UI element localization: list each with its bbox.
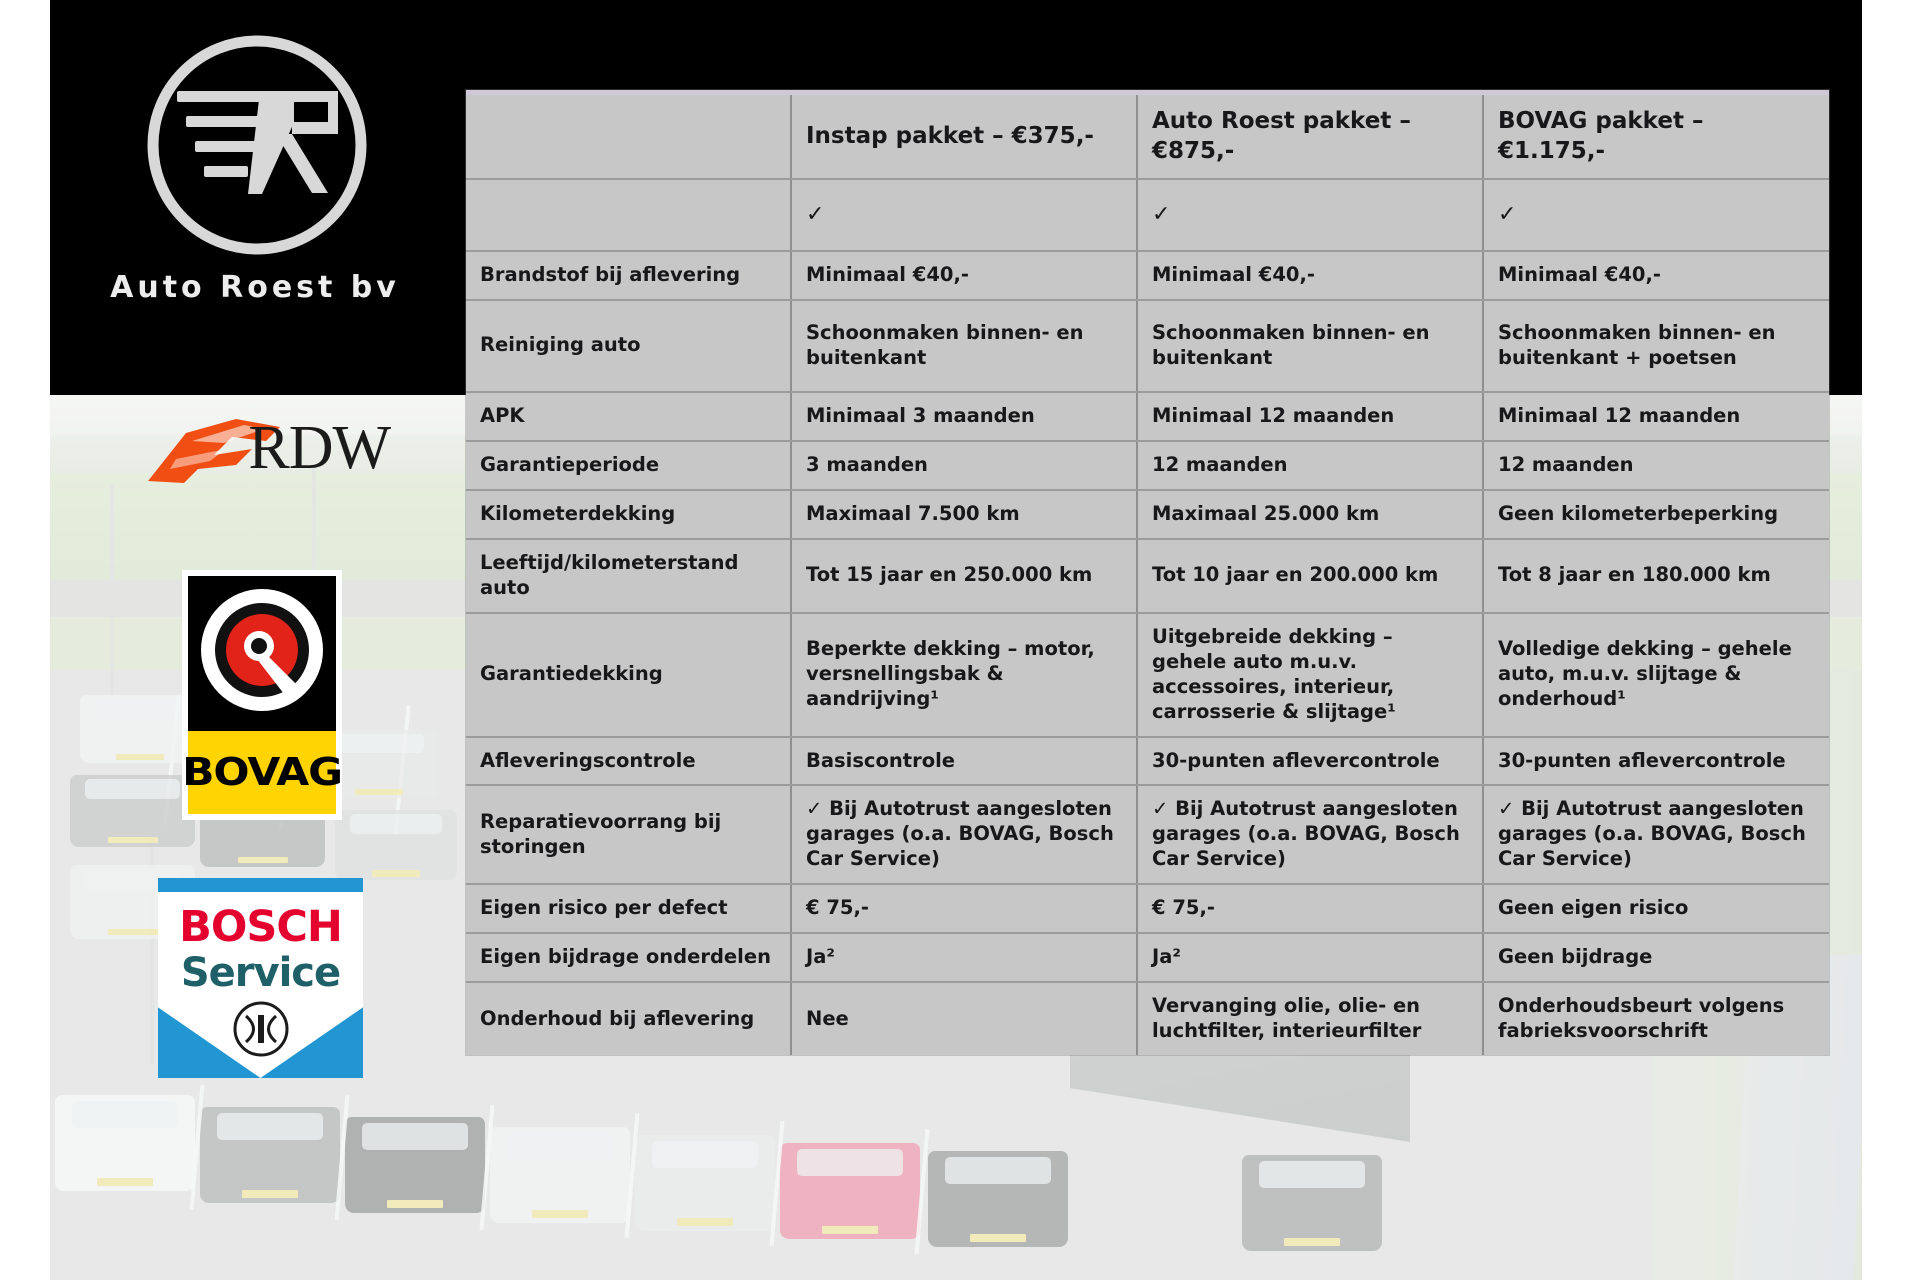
cell-auto-roest: 12 maanden (1137, 440, 1484, 491)
bovag-logo: BOVAG (182, 570, 343, 820)
row-label: Kilometerdekking (466, 489, 792, 540)
table-row: Onderhoud bij aflevering Nee Vervanging … (466, 982, 1829, 1056)
auto-roest-logo-label: Auto Roest bv (110, 270, 400, 305)
cell-instap: Nee (791, 982, 1138, 1056)
bosch-service-subtitle: Service (180, 950, 341, 996)
table-row: Brandstof bij aflevering Minimaal €40,- … (466, 251, 1829, 301)
cell-auto-roest: Minimaal 12 maanden (1137, 391, 1484, 442)
row-label (466, 179, 792, 252)
cell-bovag: Geen kilometerbeperking (1483, 489, 1829, 540)
table-header-row: Instap pakket – €375,- Auto Roest pakket… (466, 95, 1829, 180)
cell-auto-roest: € 75,- (1137, 884, 1484, 935)
cell-bovag: 30-punten aflevercontrole (1483, 736, 1829, 787)
cell-instap: Tot 15 jaar en 250.000 km (791, 538, 1138, 614)
cell-bovag: Geen eigen risico (1483, 884, 1829, 935)
row-label: Eigen bijdrage onderdelen (466, 933, 792, 984)
cell-bovag: Minimaal 12 maanden (1483, 391, 1829, 442)
bovag-dial-icon (199, 587, 325, 713)
cell-auto-roest: ✓ Bij Autotrust aangesloten garages (o.a… (1137, 785, 1484, 886)
row-label: Reparatievoorrang bij storingen (466, 785, 792, 886)
cell-instap: Maximaal 7.500 km (791, 489, 1138, 540)
cell-bovag: Schoonmaken binnen- en buitenkant + poet… (1483, 299, 1829, 393)
package-comparison-table: Instap pakket – €375,- Auto Roest pakket… (466, 90, 1829, 1056)
bosch-wordmark: BOSCH (179, 902, 343, 952)
cell-bovag: 12 maanden (1483, 440, 1829, 491)
cell-instap: Minimaal 3 maanden (791, 391, 1138, 442)
rdw-logo: RDW (140, 405, 391, 500)
cell-bovag: Volledige dekking – gehele auto, m.u.v. … (1483, 612, 1829, 738)
row-label: Eigen risico per defect (466, 884, 792, 935)
cell-auto-roest: Tot 10 jaar en 200.000 km (1137, 538, 1484, 614)
row-label: Brandstof bij aflevering (466, 251, 792, 301)
table-row: Eigen bijdrage onderdelen Ja² Ja² Geen b… (466, 933, 1829, 984)
rdw-wordmark: RDW (248, 414, 391, 482)
row-label: Afleveringscontrole (466, 736, 792, 787)
cell-auto-roest: Minimaal €40,- (1137, 251, 1484, 301)
row-label: Leeftijd/kilometerstand auto (466, 538, 792, 614)
cell-auto-roest: Vervanging olie, olie- en luchtfilter, i… (1137, 982, 1484, 1056)
auto-roest-logo: Auto Roest bv (90, 20, 420, 365)
column-header-feature (466, 95, 792, 180)
row-label: Garantieperiode (466, 440, 792, 491)
cell-auto-roest: Maximaal 25.000 km (1137, 489, 1484, 540)
cell-instap: Basiscontrole (791, 736, 1138, 787)
row-label: Garantiedekking (466, 612, 792, 738)
rdw-bird-icon (140, 411, 290, 491)
table-row: Afleveringscontrole Basiscontrole 30-pun… (466, 736, 1829, 787)
column-header-auto-roest-pakket: Auto Roest pakket – €875,- (1137, 95, 1484, 180)
bosch-armature-icon (232, 1000, 290, 1058)
row-label: Reiniging auto (466, 299, 792, 393)
row-label: APK (466, 391, 792, 442)
cell-instap: Schoonmaken binnen- en buitenkant (791, 299, 1138, 393)
cell-instap: 3 maanden (791, 440, 1138, 491)
check-instap: ✓ (791, 179, 1138, 252)
cell-instap: Beperkte dekking – motor, versnellingsba… (791, 612, 1138, 738)
table-row: Leeftijd/kilometerstand auto Tot 15 jaar… (466, 538, 1829, 614)
cell-auto-roest: Schoonmaken binnen- en buitenkant (1137, 299, 1484, 393)
cell-instap: ✓ Bij Autotrust aangesloten garages (o.a… (791, 785, 1138, 886)
cell-bovag: Minimaal €40,- (1483, 251, 1829, 301)
bosch-service-logo: BOSCH Service (158, 878, 363, 1078)
bovag-wordmark: BOVAG (182, 750, 343, 795)
cell-instap: Ja² (791, 933, 1138, 984)
table-row: Reparatievoorrang bij storingen ✓ Bij Au… (466, 785, 1829, 886)
bovag-name-band: BOVAG (182, 730, 343, 814)
column-header-bovag-pakket: BOVAG pakket – €1.175,- (1483, 95, 1829, 180)
table-row: APK Minimaal 3 maanden Minimaal 12 maand… (466, 391, 1829, 442)
check-bovag: ✓ (1483, 179, 1829, 252)
cell-auto-roest: 30-punten aflevercontrole (1137, 736, 1484, 787)
cell-auto-roest: Uitgebreide dekking – gehele auto m.u.v.… (1137, 612, 1484, 738)
check-auto-roest: ✓ (1137, 179, 1484, 252)
cell-bovag: Tot 8 jaar en 180.000 km (1483, 538, 1829, 614)
column-header-instap-pakket: Instap pakket – €375,- (791, 95, 1138, 180)
cell-instap: Minimaal €40,- (791, 251, 1138, 301)
table-row: Eigen risico per defect € 75,- € 75,- Ge… (466, 884, 1829, 935)
auto-roest-7r-circle-icon (142, 30, 372, 260)
cell-auto-roest: Ja² (1137, 933, 1484, 984)
cell-bovag: Onderhoudsbeurt volgens fabrieksvoorschr… (1483, 982, 1829, 1056)
table-row: Kilometerdekking Maximaal 7.500 km Maxim… (466, 489, 1829, 540)
table-row: Garantiedekking Beperkte dekking – motor… (466, 612, 1829, 738)
table-row: Garantieperiode 3 maanden 12 maanden 12 … (466, 440, 1829, 491)
table-row: Reiniging auto Schoonmaken binnen- en bu… (466, 299, 1829, 393)
row-label: Onderhoud bij aflevering (466, 982, 792, 1056)
cell-instap: € 75,- (791, 884, 1138, 935)
cell-bovag: Geen bijdrage (1483, 933, 1829, 984)
table-row-included-check: ✓ ✓ ✓ (466, 179, 1829, 252)
cell-bovag: ✓ Bij Autotrust aangesloten garages (o.a… (1483, 785, 1829, 886)
